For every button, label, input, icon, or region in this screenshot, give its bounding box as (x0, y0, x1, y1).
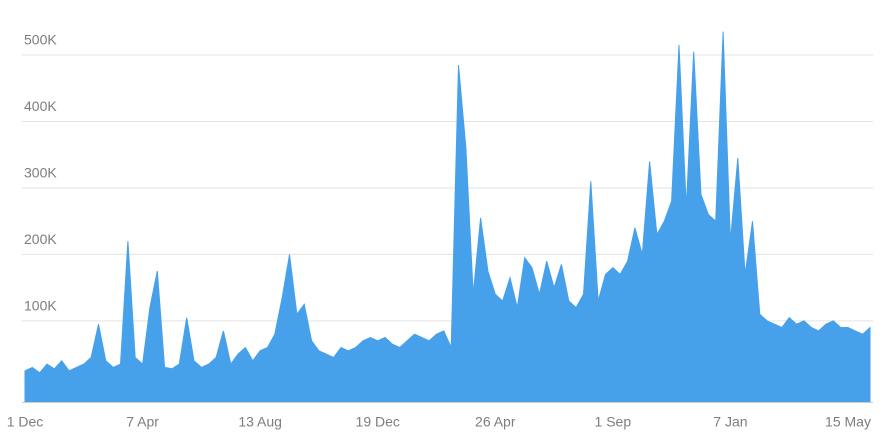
x-tick-label: 1 Sep (595, 414, 632, 430)
y-tick-label: 400K (24, 98, 57, 114)
x-tick-label: 15 May (825, 414, 871, 430)
x-tick-label: 7 Apr (126, 414, 159, 430)
y-tick-label: 100K (24, 298, 57, 314)
x-tick-label: 13 Aug (238, 414, 282, 430)
x-tick-label: 19 Dec (356, 414, 400, 430)
y-tick-label: 300K (24, 165, 57, 181)
x-tick-label: 1 Dec (7, 414, 44, 430)
y-tick-label: 200K (24, 231, 57, 247)
x-tick-label: 7 Jan (713, 414, 747, 430)
x-tick-label: 26 Apr (475, 414, 516, 430)
y-tick-label: 500K (24, 32, 57, 48)
area (24, 31, 871, 403)
